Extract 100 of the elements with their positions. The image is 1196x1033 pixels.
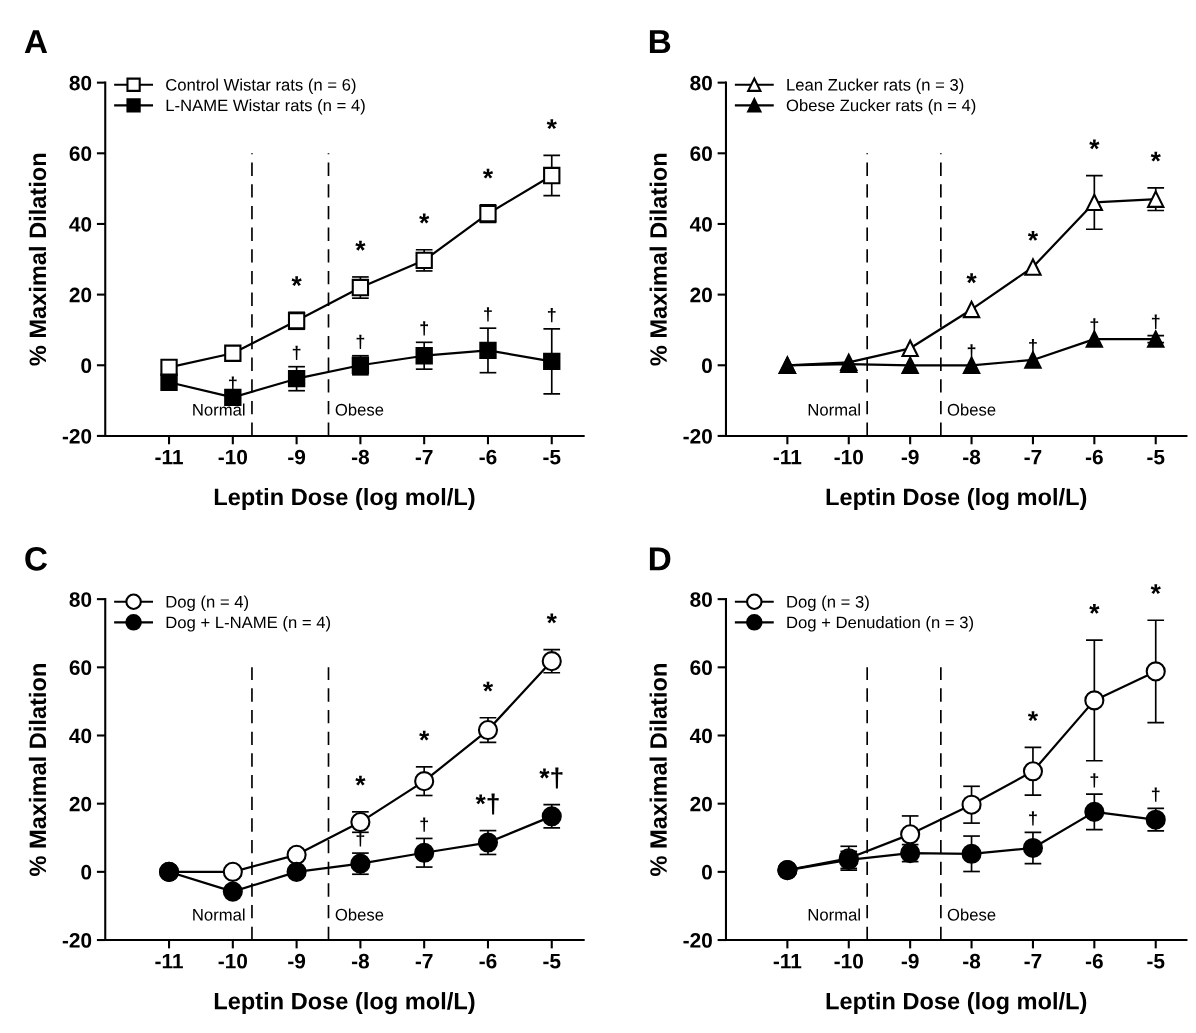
chart-title: D [649, 547, 671, 571]
y-tick-label: -20 [683, 933, 712, 948]
x-tick-label: -8 [351, 449, 370, 465]
annotation: † [356, 334, 365, 350]
y-tick-label: 80 [69, 75, 92, 91]
annotation: † [1151, 787, 1160, 802]
y-axis-title: % Maximal Dilation [649, 664, 667, 876]
annotation: * [1027, 711, 1039, 722]
x-tick-label: -6 [1085, 953, 1103, 969]
y-tick-label: 0 [81, 358, 92, 374]
annotation: † [420, 321, 428, 336]
y-axis-title: % Maximal Dilation [28, 664, 47, 876]
x-tick-label: -5 [543, 953, 561, 969]
x-tick-label: -8 [351, 953, 370, 969]
x-tick-label: -11 [773, 449, 802, 465]
x-tick-label: -6 [1085, 449, 1103, 465]
annotation: * [1150, 151, 1161, 162]
y-tick-label: 60 [690, 146, 712, 162]
ref-line-label: Obese [947, 403, 996, 416]
y-tick-label: 40 [69, 728, 92, 744]
y-tick-label: 40 [689, 728, 712, 744]
legend-label: L-NAME Wistar rats (n = 4) [166, 99, 365, 115]
chart-title: B [649, 30, 671, 54]
x-tick-label: -9 [288, 953, 306, 969]
annotation: † [1151, 314, 1160, 329]
x-tick-label: -11 [155, 449, 183, 465]
y-tick-label: 0 [702, 358, 712, 374]
x-tick-label: -10 [218, 953, 248, 969]
y-tick-label: -20 [62, 933, 92, 948]
annotation: * [1150, 584, 1161, 594]
x-tick-label: -7 [415, 953, 433, 969]
x-tick-label: -5 [1147, 953, 1165, 969]
y-axis-title: % Maximal Dilation [28, 153, 47, 366]
y-axis-title: % Maximal Dilation [649, 153, 667, 366]
annotation: * [966, 273, 977, 284]
y-tick-label: 20 [69, 796, 92, 812]
x-tick-label: -10 [834, 953, 863, 969]
x-axis-title: Leptin Dose (log mol/L) [214, 992, 475, 1015]
annotation: * [355, 240, 366, 251]
ref-line-label: Normal [193, 403, 245, 416]
y-tick-label: 60 [69, 146, 92, 162]
legend-label: Lean Zucker rats (n = 3) [787, 78, 964, 95]
x-axis-title: Leptin Dose (log mol/L) [826, 992, 1087, 1015]
y-tick-label: 80 [690, 75, 712, 91]
annotation: * [482, 681, 494, 692]
annotation: † [420, 817, 428, 832]
chart-title: C [25, 547, 48, 571]
x-tick-label: -11 [155, 953, 183, 969]
annotation: † [292, 345, 301, 360]
ref-line-label: Obese [947, 908, 996, 921]
annotation: † [1029, 811, 1037, 826]
annotation: † [547, 307, 556, 323]
y-tick-label: 80 [690, 592, 712, 607]
y-tick-label: 80 [69, 592, 92, 607]
annotation: * [546, 613, 557, 624]
annotation: * [291, 276, 302, 286]
annotation: * [546, 119, 557, 130]
ref-line-label: Normal [808, 403, 860, 416]
annotation: *† [475, 793, 499, 815]
y-tick-label: 40 [69, 216, 92, 232]
ref-line-label: Obese [335, 403, 384, 416]
x-tick-label: -9 [901, 449, 919, 465]
annotation: * [355, 775, 366, 786]
y-tick-label: 0 [81, 864, 92, 880]
x-tick-label: -6 [479, 449, 497, 465]
annotation: * [1089, 603, 1100, 614]
annotation: † [1090, 773, 1099, 788]
y-tick-label: -20 [62, 428, 92, 444]
x-tick-label: -5 [1147, 449, 1165, 465]
annotation: * [419, 213, 430, 224]
legend-label: Obese Zucker rats (n = 4) [786, 99, 976, 115]
legend-label: Dog + L-NAME (n = 4) [166, 616, 331, 632]
annotation: † [1029, 338, 1037, 354]
x-tick-label: -7 [1024, 953, 1042, 969]
x-tick-label: -5 [543, 449, 561, 465]
annotation: * [482, 168, 494, 179]
x-tick-label: -7 [1024, 449, 1042, 465]
x-axis-title: Leptin Dose (log mol/L) [826, 487, 1087, 511]
ref-line-label: Obese [335, 908, 384, 921]
annotation: * [419, 730, 430, 741]
y-tick-label: 60 [690, 660, 712, 676]
x-tick-label: -9 [901, 953, 919, 969]
annotation: † [484, 307, 492, 322]
x-tick-label: -8 [963, 953, 981, 969]
y-tick-label: 20 [69, 287, 92, 303]
chart-title: A [24, 30, 48, 54]
x-tick-label: -10 [834, 449, 863, 465]
y-tick-label: 20 [690, 287, 712, 303]
legend-label: Dog (n = 4) [166, 595, 249, 612]
x-axis-title: Leptin Dose (log mol/L) [214, 487, 475, 511]
x-tick-label: -8 [963, 449, 981, 465]
annotation: * [1027, 230, 1039, 241]
x-tick-label: -11 [773, 953, 802, 969]
y-tick-label: 60 [69, 660, 92, 676]
y-tick-label: 40 [689, 216, 712, 232]
y-tick-label: 0 [702, 864, 712, 880]
legend-label: Dog (n = 3) [787, 595, 869, 612]
x-tick-label: -7 [415, 449, 433, 465]
x-tick-label: -10 [218, 449, 248, 465]
annotation: *† [539, 767, 563, 789]
